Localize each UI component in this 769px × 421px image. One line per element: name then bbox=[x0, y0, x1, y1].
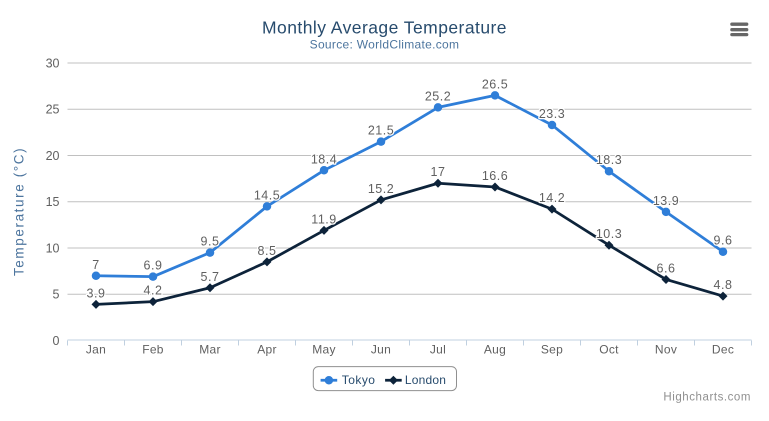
svg-text:London: London bbox=[405, 373, 446, 387]
svg-text:Mar: Mar bbox=[199, 343, 221, 357]
svg-text:Dec: Dec bbox=[712, 343, 734, 357]
svg-text:6.6: 6.6 bbox=[657, 261, 676, 275]
svg-text:10: 10 bbox=[46, 241, 60, 255]
svg-text:Nov: Nov bbox=[655, 343, 677, 357]
svg-text:7: 7 bbox=[92, 258, 99, 272]
svg-text:Oct: Oct bbox=[599, 343, 619, 357]
svg-text:9.5: 9.5 bbox=[201, 235, 220, 249]
svg-text:4.8: 4.8 bbox=[714, 278, 733, 292]
svg-text:25.2: 25.2 bbox=[425, 89, 451, 103]
svg-text:14.5: 14.5 bbox=[254, 188, 280, 202]
svg-text:Jul: Jul bbox=[430, 343, 446, 357]
svg-text:Sep: Sep bbox=[541, 343, 563, 357]
svg-text:25: 25 bbox=[46, 103, 60, 117]
svg-text:Feb: Feb bbox=[142, 343, 164, 357]
svg-text:4.2: 4.2 bbox=[144, 284, 163, 298]
svg-text:5.7: 5.7 bbox=[201, 270, 220, 284]
svg-text:Apr: Apr bbox=[257, 343, 277, 357]
svg-text:15.2: 15.2 bbox=[368, 182, 394, 196]
svg-text:30: 30 bbox=[46, 56, 60, 70]
svg-text:20: 20 bbox=[46, 149, 60, 163]
svg-text:18.3: 18.3 bbox=[596, 153, 622, 167]
svg-text:11.9: 11.9 bbox=[311, 212, 336, 226]
svg-text:Source: WorldClimate.com: Source: WorldClimate.com bbox=[310, 38, 460, 52]
svg-text:10.3: 10.3 bbox=[596, 227, 622, 241]
svg-text:21.5: 21.5 bbox=[368, 124, 394, 138]
svg-text:Aug: Aug bbox=[484, 343, 506, 357]
svg-text:16.6: 16.6 bbox=[482, 169, 508, 183]
svg-text:8.5: 8.5 bbox=[258, 244, 277, 258]
svg-text:May: May bbox=[312, 343, 336, 357]
svg-text:26.5: 26.5 bbox=[482, 77, 508, 91]
svg-text:Jun: Jun bbox=[371, 343, 391, 357]
svg-text:Tokyo: Tokyo bbox=[342, 373, 376, 387]
svg-text:15: 15 bbox=[46, 195, 60, 209]
svg-text:18.4: 18.4 bbox=[311, 152, 337, 166]
svg-text:Temperature (°C): Temperature (°C) bbox=[12, 147, 27, 276]
svg-text:17: 17 bbox=[431, 165, 446, 179]
svg-text:5: 5 bbox=[53, 288, 60, 302]
svg-text:Highcharts.com: Highcharts.com bbox=[663, 392, 751, 404]
svg-text:23.3: 23.3 bbox=[539, 107, 565, 121]
svg-text:0: 0 bbox=[53, 334, 60, 348]
svg-text:9.6: 9.6 bbox=[714, 234, 733, 248]
svg-text:14.2: 14.2 bbox=[539, 191, 565, 205]
svg-text:13.9: 13.9 bbox=[653, 194, 679, 208]
svg-text:Jan: Jan bbox=[86, 343, 106, 357]
svg-text:Monthly Average Temperature: Monthly Average Temperature bbox=[262, 17, 507, 37]
svg-text:6.9: 6.9 bbox=[144, 259, 163, 273]
svg-text:3.9: 3.9 bbox=[87, 286, 106, 300]
